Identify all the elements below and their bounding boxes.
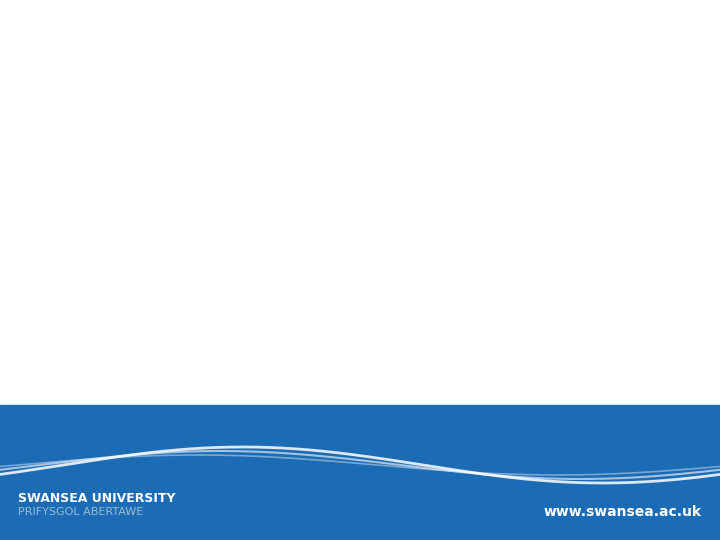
Text: Milton, J. (2009). Measuring Second Language: Milton, J. (2009). Measuring Second Lang…	[305, 372, 544, 382]
Text: VLT Results, Swansea University EUS2 Jan 2011: VLT Results, Swansea University EUS2 Jan…	[18, 12, 688, 36]
Text: 817: 817	[480, 152, 509, 166]
Text: Int: Int	[321, 227, 341, 242]
Text: AWL: AWL	[476, 117, 513, 132]
Text: 249: 249	[533, 190, 562, 205]
Text: 19 Arabs: 19 Arabs	[18, 190, 111, 210]
Text: 2 Italians: 2 Italians	[18, 260, 113, 280]
Bar	[18, 81, 704, 82]
Bar	[412, 178, 467, 216]
Text: 5K: 5K	[536, 117, 558, 132]
Bar	[0, 405, 720, 540]
Bar	[572, 178, 634, 216]
Bar	[522, 216, 572, 254]
Text: 469: 469	[425, 190, 454, 205]
Bar	[412, 140, 467, 178]
Bar	[357, 254, 412, 292]
Bar	[522, 178, 572, 216]
Text: 298: 298	[533, 266, 562, 280]
Bar	[467, 108, 522, 140]
Bar	[522, 108, 572, 140]
Bar	[467, 254, 522, 292]
Text: 2319: 2319	[584, 227, 622, 242]
Bar	[412, 254, 467, 292]
Text: 2141: 2141	[584, 190, 622, 205]
Text: 532: 532	[480, 227, 509, 242]
Bar	[357, 140, 412, 178]
Text: 3K: 3K	[428, 117, 451, 132]
Bar	[357, 108, 412, 140]
Bar	[460, 328, 542, 354]
Text: PRIFYSGOL ABERTAWE: PRIFYSGOL ABERTAWE	[18, 507, 143, 517]
Bar	[305, 216, 357, 254]
Bar	[305, 108, 357, 140]
Text: 698: 698	[370, 190, 399, 205]
Text: 2500: 2500	[467, 307, 508, 322]
Text: 2306: 2306	[584, 266, 622, 280]
Text: 565: 565	[425, 266, 454, 280]
Bar	[460, 302, 542, 328]
Bar	[467, 216, 522, 254]
Text: CEFR A2 – B1: CEFR A2 – B1	[312, 307, 420, 322]
Text: UI: UI	[323, 190, 339, 205]
Bar	[357, 178, 412, 216]
Bar	[305, 328, 460, 354]
Bar	[467, 140, 522, 178]
Bar	[0, 0, 720, 410]
Text: 1 Vietnamese: 1 Vietnamese	[18, 224, 161, 244]
Bar	[522, 254, 572, 292]
Text: 311: 311	[533, 227, 562, 242]
Bar	[305, 178, 357, 216]
Bar	[522, 140, 572, 178]
Text: 702: 702	[370, 266, 399, 280]
Text: Total: Total	[582, 117, 624, 132]
Text: CEFR B2 – C1: CEFR B2 – C1	[312, 334, 410, 348]
Text: 3057: 3057	[584, 152, 622, 166]
Text: 9 Adv, 28 UI, 23 Int, 13 Pre-Int: 9 Adv, 28 UI, 23 Int, 13 Pre-Int	[18, 305, 291, 323]
Text: Adv: Adv	[317, 152, 346, 166]
Bar	[305, 302, 460, 328]
Bar	[18, 76, 704, 78]
Text: 478: 478	[480, 190, 509, 205]
Bar	[305, 254, 357, 292]
Polygon shape	[0, 0, 720, 495]
Bar	[572, 216, 634, 254]
Text: 346: 346	[532, 152, 562, 166]
Text: 893: 893	[370, 152, 399, 166]
Text: SWANSEA UNIVERSITY: SWANSEA UNIVERSITY	[18, 491, 176, 504]
Text: 70 students:: 70 students:	[18, 120, 166, 140]
Text: 726: 726	[370, 227, 399, 242]
Text: Pre-
Int: Pre- Int	[316, 258, 346, 288]
Bar	[412, 216, 467, 254]
Text: www.swansea.ac.uk: www.swansea.ac.uk	[544, 505, 702, 519]
Bar	[572, 108, 634, 140]
Bar	[572, 140, 634, 178]
Text: Vocabulary Acquisition (Bristol: Multilingual Matters, p.187: Vocabulary Acquisition (Bristol: Multili…	[305, 386, 610, 396]
Text: 3750: 3750	[467, 334, 504, 348]
Text: 483: 483	[425, 227, 454, 242]
Bar	[412, 108, 467, 140]
Text: 476: 476	[480, 266, 509, 280]
Bar	[467, 178, 522, 216]
Bar	[305, 140, 357, 178]
Text: 2K: 2K	[373, 117, 396, 132]
Text: 629: 629	[425, 152, 454, 166]
Text: 48 Chinese: 48 Chinese	[18, 154, 134, 174]
Bar	[357, 216, 412, 254]
Bar	[572, 254, 634, 292]
